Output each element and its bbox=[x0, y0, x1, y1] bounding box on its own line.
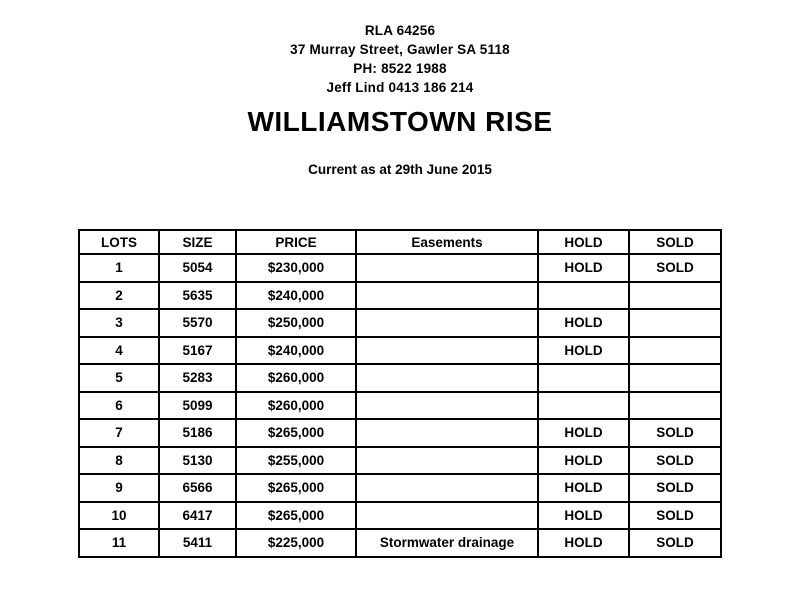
table-header-row: LOTS SIZE PRICE Easements HOLD SOLD bbox=[78, 229, 722, 255]
cell-sold: SOLD bbox=[628, 418, 722, 448]
cell-hold: HOLD bbox=[537, 418, 630, 448]
cell-sold: SOLD bbox=[628, 445, 722, 475]
cell-lots: 1 bbox=[78, 253, 160, 283]
cell-easements bbox=[355, 418, 539, 448]
table-row: 7 5186 $265,000 HOLD SOLD bbox=[78, 418, 722, 448]
cell-lots: 5 bbox=[78, 363, 160, 393]
cell-price: $230,000 bbox=[235, 253, 357, 283]
cell-hold: HOLD bbox=[537, 308, 630, 338]
page-title: WILLIAMSTOWN RISE bbox=[247, 106, 553, 137]
table-row: 8 5130 $255,000 HOLD SOLD bbox=[78, 445, 722, 475]
table-row: 10 6417 $265,000 HOLD SOLD bbox=[78, 500, 722, 530]
cell-size: 5167 bbox=[158, 335, 237, 365]
cell-easements bbox=[355, 363, 539, 393]
cell-hold: HOLD bbox=[537, 335, 630, 365]
cell-size: 5186 bbox=[158, 418, 237, 448]
cell-easements bbox=[355, 500, 539, 530]
cell-easements bbox=[355, 335, 539, 365]
table-row: 1 5054 $230,000 HOLD SOLD bbox=[78, 253, 722, 283]
cell-sold bbox=[628, 390, 722, 420]
cell-price: $240,000 bbox=[235, 335, 357, 365]
column-header-price: PRICE bbox=[235, 229, 357, 255]
cell-price: $225,000 bbox=[235, 528, 357, 558]
cell-lots: 3 bbox=[78, 308, 160, 338]
cell-easements bbox=[355, 445, 539, 475]
cell-price: $265,000 bbox=[235, 418, 357, 448]
cell-easements bbox=[355, 390, 539, 420]
cell-lots: 6 bbox=[78, 390, 160, 420]
cell-easements bbox=[355, 253, 539, 283]
cell-lots: 9 bbox=[78, 473, 160, 503]
cell-sold bbox=[628, 308, 722, 338]
date-line: Current as at 29th June 2015 bbox=[308, 162, 492, 177]
lots-table: LOTS SIZE PRICE Easements HOLD SOLD 1 5054 $230… bbox=[78, 229, 722, 558]
cell-sold: SOLD bbox=[628, 253, 722, 283]
cell-lots: 8 bbox=[78, 445, 160, 475]
agent-contact: Jeff Lind 0413 186 214 bbox=[326, 80, 474, 95]
cell-easements bbox=[355, 473, 539, 503]
cell-hold: HOLD bbox=[537, 528, 630, 558]
table-row: 3 5570 $250,000 HOLD bbox=[78, 308, 722, 338]
cell-lots: 2 bbox=[78, 280, 160, 310]
cell-hold: HOLD bbox=[537, 445, 630, 475]
cell-size: 5635 bbox=[158, 280, 237, 310]
rla-number: RLA 64256 bbox=[364, 23, 436, 38]
cell-size: 5283 bbox=[158, 363, 237, 393]
cell-size: 5099 bbox=[158, 390, 237, 420]
cell-sold bbox=[628, 363, 722, 393]
cell-size: 6566 bbox=[158, 473, 237, 503]
cell-price: $250,000 bbox=[235, 308, 357, 338]
cell-size: 5570 bbox=[158, 308, 237, 338]
cell-sold bbox=[628, 280, 722, 310]
cell-price: $240,000 bbox=[235, 280, 357, 310]
cell-price: $260,000 bbox=[235, 390, 357, 420]
cell-lots: 10 bbox=[78, 500, 160, 530]
cell-sold: SOLD bbox=[628, 473, 722, 503]
cell-sold bbox=[628, 335, 722, 365]
column-header-size: SIZE bbox=[158, 229, 237, 255]
cell-lots: 11 bbox=[78, 528, 160, 558]
cell-easements bbox=[355, 308, 539, 338]
cell-lots: 7 bbox=[78, 418, 160, 448]
cell-price: $260,000 bbox=[235, 363, 357, 393]
cell-lots: 4 bbox=[78, 335, 160, 365]
cell-size: 5411 bbox=[158, 528, 237, 558]
cell-easements bbox=[355, 280, 539, 310]
table-row: 5 5283 $260,000 bbox=[78, 363, 722, 393]
cell-price: $265,000 bbox=[235, 473, 357, 503]
cell-hold: HOLD bbox=[537, 253, 630, 283]
cell-size: 5054 bbox=[158, 253, 237, 283]
table-body: 1 5054 $230,000 HOLD SOLD 2 5635 $240,000 3 5570 $… bbox=[78, 253, 722, 558]
column-header-lots: LOTS bbox=[78, 229, 160, 255]
table-row: 2 5635 $240,000 bbox=[78, 280, 722, 310]
column-header-sold: SOLD bbox=[628, 229, 722, 255]
cell-price: $255,000 bbox=[235, 445, 357, 475]
letterhead: RLA 64256 37 Murray Street, Gawler SA 51… bbox=[0, 21, 800, 97]
cell-easements: Stormwater drainage bbox=[355, 528, 539, 558]
cell-hold: HOLD bbox=[537, 473, 630, 503]
street-address: 37 Murray Street, Gawler SA 5118 bbox=[290, 42, 510, 57]
cell-size: 5130 bbox=[158, 445, 237, 475]
table-row: 11 5411 $225,000 Stormwater drainage HOLD SOL… bbox=[78, 528, 722, 558]
cell-hold bbox=[537, 390, 630, 420]
phone-number: PH: 8522 1988 bbox=[353, 61, 447, 76]
column-header-hold: HOLD bbox=[537, 229, 630, 255]
table-row: 4 5167 $240,000 HOLD bbox=[78, 335, 722, 365]
cell-size: 6417 bbox=[158, 500, 237, 530]
cell-hold: HOLD bbox=[537, 500, 630, 530]
cell-hold bbox=[537, 280, 630, 310]
cell-hold bbox=[537, 363, 630, 393]
cell-sold: SOLD bbox=[628, 500, 722, 530]
cell-sold: SOLD bbox=[628, 528, 722, 558]
column-header-easements: Easements bbox=[355, 229, 539, 255]
cell-price: $265,000 bbox=[235, 500, 357, 530]
table-row: 6 5099 $260,000 bbox=[78, 390, 722, 420]
table-row: 9 6566 $265,000 HOLD SOLD bbox=[78, 473, 722, 503]
